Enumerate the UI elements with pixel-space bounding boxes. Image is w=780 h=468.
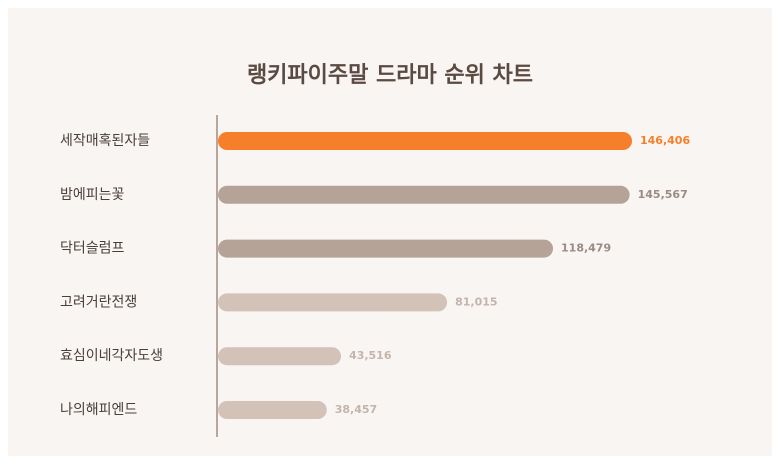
chart-background (8, 8, 772, 456)
chart-title: 랭키파이주말 드라마 순위 차트 (247, 63, 533, 88)
category-label: 나의해피엔드 (60, 402, 137, 418)
value-label: 38,457 (335, 403, 377, 416)
bar (218, 401, 327, 419)
bar (218, 347, 342, 366)
category-label: 닥터슬럼프 (60, 241, 125, 257)
value-label: 146,406 (640, 134, 690, 147)
value-label: 81,015 (455, 295, 497, 308)
value-label: 43,516 (349, 349, 392, 362)
bar (218, 132, 632, 150)
value-label: 118,479 (561, 242, 611, 255)
category-label: 효심이네각자도생 (60, 348, 163, 364)
value-label: 145,567 (638, 188, 688, 201)
bar (218, 239, 554, 258)
category-label: 밤에피는꽃 (60, 187, 125, 203)
category-label: 세작매혹된자들 (60, 133, 150, 149)
bar (218, 293, 448, 312)
category-label: 고려거란전쟁 (60, 294, 137, 310)
bar (218, 185, 630, 204)
